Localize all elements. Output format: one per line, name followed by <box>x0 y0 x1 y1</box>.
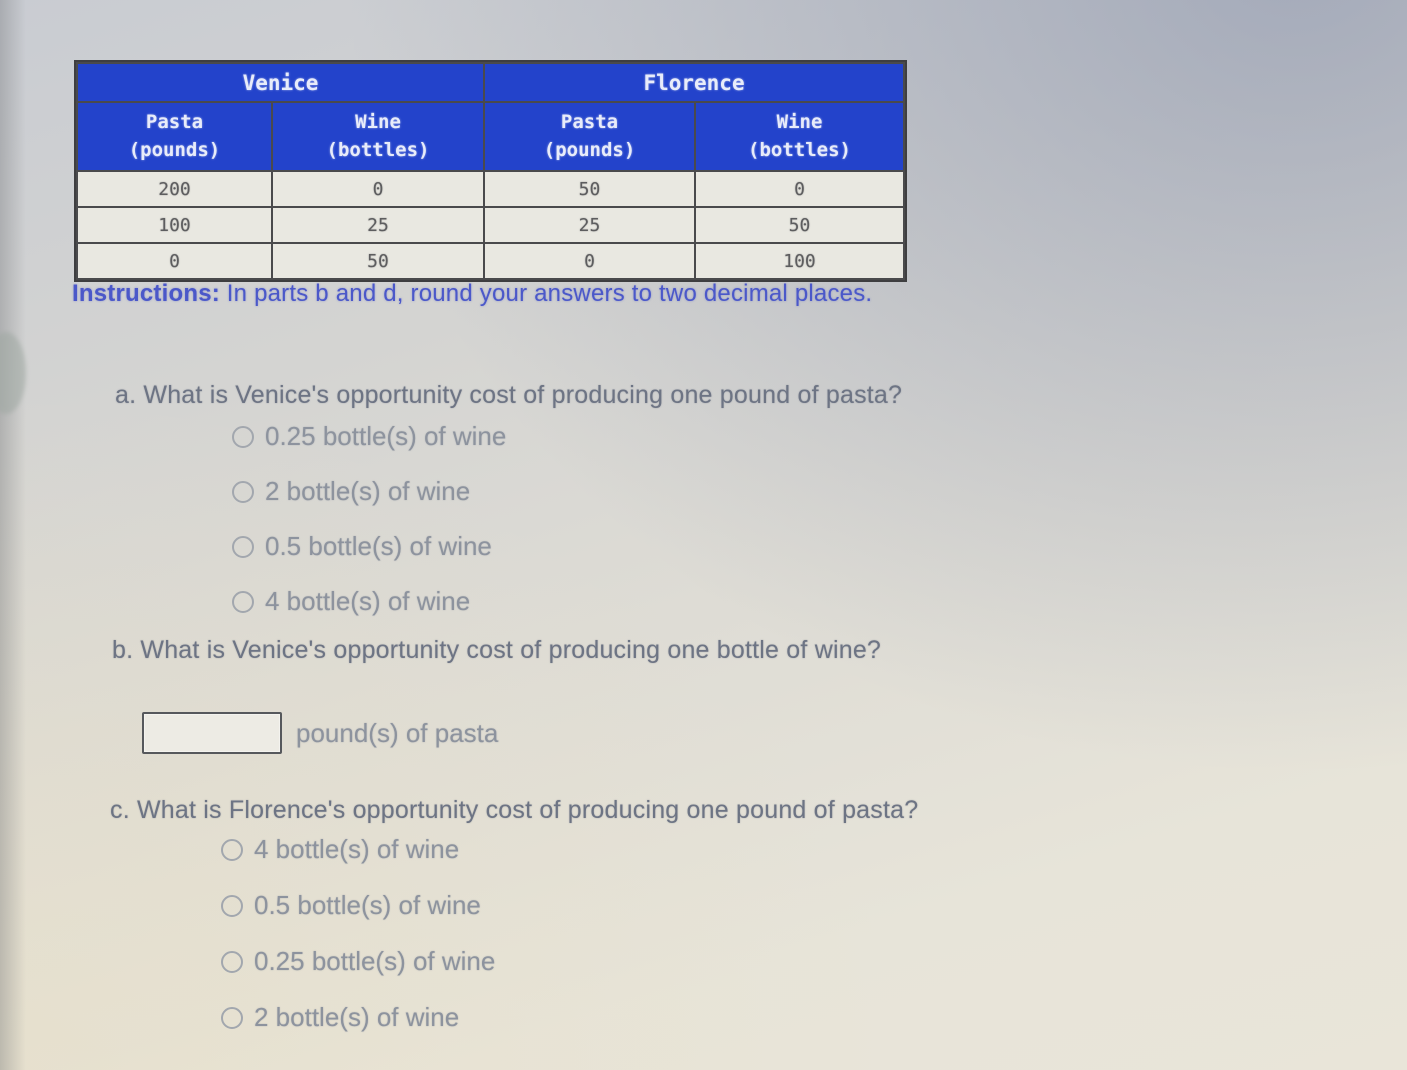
radio-button-icon[interactable] <box>232 535 254 558</box>
question-a: a. What is Venice's opportunity cost of … <box>115 381 903 409</box>
option-a2[interactable]: 2 bottle(s) of wine <box>232 476 470 507</box>
col-header-florence-wine: Wine (bottles) <box>694 101 906 172</box>
radio-button-icon[interactable] <box>221 1006 243 1029</box>
question-c: c. What is Florence's opportunity cost o… <box>110 796 919 824</box>
production-table: Venice Florence Pasta (pounds) Wine (bot… <box>75 62 906 280</box>
option-label: 0.25 bottle(s) of wine <box>254 946 496 976</box>
option-c1[interactable]: 4 bottle(s) of wine <box>221 834 459 865</box>
instructions-body: In parts b and d, round your answers to … <box>219 280 873 307</box>
table-cell: 25 <box>270 206 486 244</box>
option-label: 2 bottle(s) of wine <box>265 476 471 506</box>
option-label: 0.5 bottle(s) of wine <box>254 890 481 920</box>
table-cell: 100 <box>694 242 906 280</box>
radio-button-icon[interactable] <box>232 590 254 613</box>
table-row: 0 50 0 100 <box>76 242 906 280</box>
table-cell: 25 <box>483 206 697 244</box>
table-cell: 200 <box>76 170 273 208</box>
option-c2[interactable]: 0.5 bottle(s) of wine <box>221 890 481 921</box>
table-cell: 50 <box>483 170 697 208</box>
option-label: 4 bottle(s) of wine <box>254 834 460 864</box>
option-label: 2 bottle(s) of wine <box>254 1002 460 1032</box>
option-a3[interactable]: 0.5 bottle(s) of wine <box>232 531 492 562</box>
option-label: 4 bottle(s) of wine <box>265 586 471 616</box>
table-row: 200 0 50 0 <box>76 170 906 208</box>
radio-button-icon[interactable] <box>232 480 254 503</box>
table-cell: 0 <box>76 242 273 280</box>
col-header-venice-pasta: Pasta (pounds) <box>76 101 273 172</box>
question-b: b. What is Venice's opportunity cost of … <box>112 636 882 664</box>
table-group-florence: Florence <box>483 62 906 103</box>
radio-button-icon[interactable] <box>221 950 243 973</box>
option-c4[interactable]: 2 bottle(s) of wine <box>221 1002 459 1033</box>
table-cell: 50 <box>270 242 486 280</box>
table-row: 100 25 25 50 <box>76 206 906 244</box>
col-header-venice-wine: Wine (bottles) <box>270 101 486 172</box>
radio-button-icon[interactable] <box>221 894 243 917</box>
table-cell: 100 <box>76 206 273 244</box>
radio-button-icon[interactable] <box>232 425 254 448</box>
radio-button-icon[interactable] <box>221 838 243 861</box>
option-label: 0.25 bottle(s) of wine <box>265 421 507 451</box>
option-c3[interactable]: 0.25 bottle(s) of wine <box>221 946 495 977</box>
option-a1[interactable]: 0.25 bottle(s) of wine <box>232 421 506 452</box>
option-label: 0.5 bottle(s) of wine <box>265 531 492 561</box>
answer-b-suffix: pound(s) of pasta <box>296 717 499 748</box>
option-a4[interactable]: 4 bottle(s) of wine <box>232 586 470 617</box>
answer-b-input[interactable] <box>142 712 282 754</box>
answer-b-row: pound(s) of pasta <box>142 712 498 754</box>
instructions-text: Instructions: In parts b and d, round yo… <box>72 280 872 308</box>
instructions-label: Instructions: <box>72 280 220 307</box>
table-cell: 0 <box>483 242 697 280</box>
table-group-venice: Venice <box>75 62 486 103</box>
table-cell: 50 <box>694 206 906 244</box>
table-cell: 0 <box>270 170 486 208</box>
table-cell: 0 <box>694 170 906 208</box>
col-header-florence-pasta: Pasta (pounds) <box>483 101 697 172</box>
